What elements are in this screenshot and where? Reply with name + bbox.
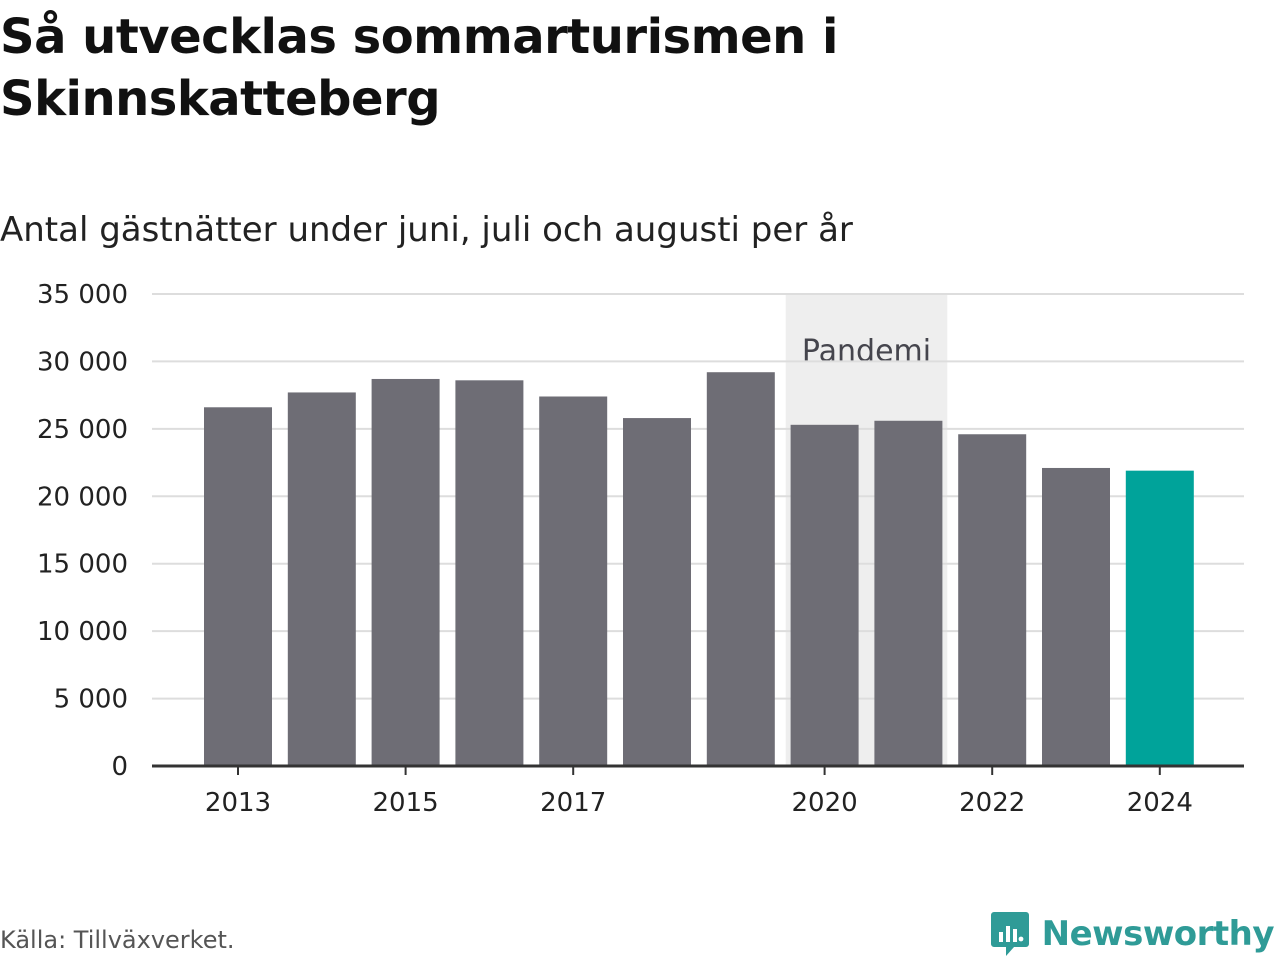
- x-tick-label: 2022: [959, 788, 1025, 818]
- y-tick-label: 35 000: [37, 280, 128, 310]
- x-tick-label: 2013: [205, 788, 271, 818]
- x-tick-label: 2015: [373, 788, 439, 818]
- chart-title: Så utvecklas sommarturismen i Skinnskatt…: [0, 9, 839, 127]
- y-tick-label: 20 000: [37, 482, 128, 512]
- bar-2022: [958, 434, 1027, 766]
- bar-2014: [287, 392, 356, 766]
- y-tick-label: 5 000: [54, 685, 128, 715]
- y-tick-label: 0: [111, 752, 128, 782]
- bar-2013: [204, 407, 272, 766]
- brand[interactable]: Newsworthy: [990, 908, 1275, 960]
- newsworthy-logo-icon: [990, 912, 1029, 956]
- bar-chart: Pandemi 0 5 000 10 000 15 000 20 000 25 000 30…: [37, 280, 1244, 818]
- source-note: Källa: Tillväxverket.: [0, 926, 235, 954]
- bar-2016: [455, 380, 524, 766]
- bar-2017: [539, 396, 608, 766]
- chart-subtitle: Antal gästnätter under juni, juli och au…: [0, 210, 853, 250]
- bar-2020: [790, 424, 859, 766]
- x-tick-label: 2020: [792, 788, 858, 818]
- y-tick-label: 10 000: [37, 617, 128, 647]
- bar-2023: [1042, 467, 1110, 766]
- y-tick-label: 15 000: [37, 550, 128, 580]
- bar-2015: [371, 378, 440, 766]
- y-tick-label: 25 000: [37, 415, 128, 445]
- brand-name: Newsworthy: [1041, 914, 1275, 954]
- annotation-label: Pandemi: [802, 334, 931, 369]
- bar-2021: [874, 420, 943, 766]
- bar-2019: [706, 372, 775, 766]
- y-tick-label: 30 000: [37, 347, 128, 377]
- bar-2024: [1125, 470, 1194, 766]
- bar-2018: [623, 418, 691, 766]
- x-tick-label: 2017: [540, 788, 606, 818]
- x-tick-label: 2024: [1127, 788, 1193, 818]
